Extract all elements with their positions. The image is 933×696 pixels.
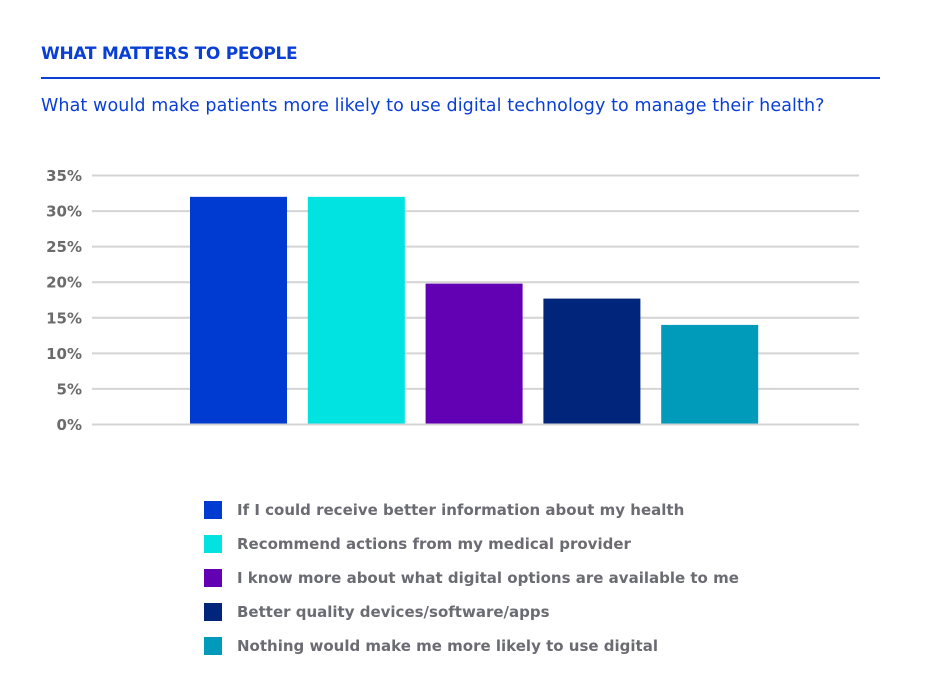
chart-legend: If I could receive better information ab… <box>204 493 739 663</box>
legend-item: Recommend actions from my medical provid… <box>204 527 739 561</box>
y-tick-label: 10% <box>46 345 82 363</box>
y-axis-ticks: 0% 5% 10% 15% 20% 25% 30% 35% <box>46 167 82 434</box>
y-tick-label: 15% <box>46 309 82 327</box>
legend-swatch <box>204 637 222 655</box>
legend-label: Nothing would make me more likely to use… <box>237 637 658 655</box>
title-divider <box>41 77 880 79</box>
bar-chart: 0% 5% 10% 15% 20% 25% 30% 35% <box>46 167 859 434</box>
bar <box>307 196 405 424</box>
legend-swatch <box>204 501 222 519</box>
legend-label: Recommend actions from my medical provid… <box>237 535 631 553</box>
legend-swatch <box>204 535 222 553</box>
legend-swatch <box>204 569 222 587</box>
legend-item: I know more about what digital options a… <box>204 561 739 595</box>
legend-item: Better quality devices/software/apps <box>204 595 739 629</box>
y-tick-label: 0% <box>57 416 82 434</box>
bar <box>661 324 759 424</box>
y-tick-label: 5% <box>57 380 82 398</box>
y-tick-label: 35% <box>46 167 82 185</box>
chart-question: What would make patients more likely to … <box>41 96 825 116</box>
legend-label: If I could receive better information ab… <box>237 501 685 519</box>
legend-item: If I could receive better information ab… <box>204 493 739 527</box>
y-tick-label: 30% <box>46 203 82 221</box>
legend-item: Nothing would make me more likely to use… <box>204 629 739 663</box>
bar <box>543 298 641 424</box>
legend-label: I know more about what digital options a… <box>237 569 739 587</box>
legend-swatch <box>204 603 222 621</box>
legend-label: Better quality devices/software/apps <box>237 603 550 621</box>
section-title: WHAT MATTERS TO PEOPLE <box>41 44 298 64</box>
bar <box>425 283 523 424</box>
bars <box>190 196 759 424</box>
bar <box>190 196 287 424</box>
y-tick-label: 20% <box>46 274 82 292</box>
y-tick-label: 25% <box>46 238 82 256</box>
